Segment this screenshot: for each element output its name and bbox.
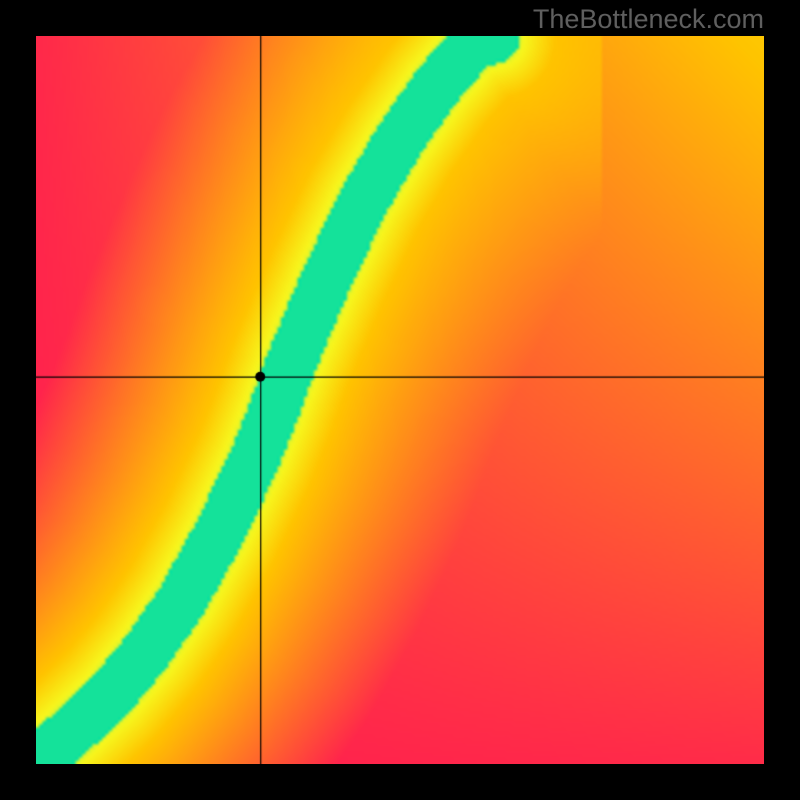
bottleneck-heatmap	[36, 36, 764, 764]
chart-container: TheBottleneck.com	[0, 0, 800, 800]
watermark-text: TheBottleneck.com	[533, 4, 764, 35]
